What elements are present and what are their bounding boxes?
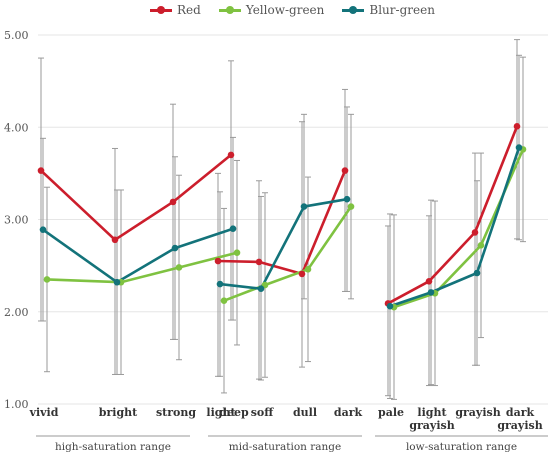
point-red-dark-grayish (513, 123, 521, 130)
x-tick-label: strong (156, 406, 196, 419)
legend-swatch-red (150, 5, 172, 15)
series-lines (40, 125, 525, 309)
series-line-yellow-green-low-saturation-range (393, 148, 525, 309)
point-red-bright (111, 236, 119, 244)
point-yellow-green-grayish (477, 242, 485, 249)
legend-label-red: Red (177, 3, 201, 17)
x-tick-label: vivid (29, 406, 59, 419)
series-line-red-low-saturation-range (387, 125, 519, 305)
point-blur-green-strong (171, 244, 179, 252)
point-blur-green-bright (113, 278, 121, 286)
point-blur-green-vivid (39, 226, 47, 233)
y-tick-label: 1.00 (4, 398, 29, 411)
series-line-red-mid-saturation-range (217, 170, 347, 276)
legend-label-yellow-green: Yellow-green (245, 3, 325, 17)
y-tick-label: 3.00 (4, 214, 29, 227)
series-line-yellow-green-mid-saturation-range (223, 205, 353, 302)
y-tick-label: 2.00 (4, 306, 29, 319)
x-tick-label: dark grayish (497, 406, 542, 432)
series-line-blur-green-high-saturation-range (42, 227, 234, 284)
legend-swatch-blur-green (342, 5, 365, 15)
point-yellow-green-light (220, 297, 228, 304)
group-label-high-saturation-range: high-saturation range (55, 441, 171, 453)
series-line-red-high-saturation-range (40, 153, 232, 242)
point-red-strong (169, 198, 177, 206)
point-red-deep (227, 151, 235, 159)
legend-item-red: Red (150, 3, 201, 17)
x-tick-label: dull (293, 406, 317, 419)
point-blur-green-pale (386, 302, 394, 310)
point-yellow-green-dark (347, 203, 355, 210)
group-label-mid-saturation-range: mid-saturation range (229, 441, 341, 453)
point-blur-green-light (216, 280, 224, 288)
point-blur-green-dark-grayish (515, 144, 523, 151)
x-tick-label: pale (378, 406, 404, 419)
point-blur-green-dark (343, 195, 351, 203)
legend-item-blur-green: Blur-green (342, 3, 435, 17)
x-tick-label: deep (219, 406, 249, 419)
series-line-yellow-green-high-saturation-range (46, 251, 238, 284)
point-yellow-green-deep (233, 249, 241, 257)
x-tick-label: grayish (455, 406, 500, 419)
category-groups: high-saturation range mid-saturation rang… (36, 435, 548, 453)
x-tick-label: soff (251, 406, 275, 419)
y-tick-label: 5.00 (4, 29, 29, 42)
y-tick-label: 4.00 (4, 121, 29, 134)
group-label-low-saturation-range: low-saturation range (406, 441, 517, 453)
data-points (37, 123, 527, 311)
point-yellow-green-dull (304, 266, 312, 273)
y-gridlines (38, 34, 548, 405)
point-red-dull (298, 270, 306, 278)
point-blur-green-deep (229, 225, 237, 233)
point-red-soff (255, 258, 263, 266)
series-line-blur-green-low-saturation-range (389, 147, 521, 308)
point-red-light-grayish (425, 278, 433, 285)
point-yellow-green-vivid (43, 276, 51, 283)
legend-item-yellow-green: Yellow-green (218, 3, 325, 17)
point-blur-green-soff (257, 285, 265, 292)
x-tick-label: dark (334, 406, 363, 419)
y-axis: 1.00 2.00 3.00 4.00 5.00 (4, 29, 29, 411)
point-red-dark (341, 167, 349, 174)
legend: Red Yellow-green Blur-green (150, 3, 435, 17)
series-line-blur-green-mid-saturation-range (219, 197, 348, 290)
legend-label-blur-green: Blur-green (369, 3, 435, 17)
point-blur-green-dull (300, 203, 308, 210)
point-yellow-green-strong (175, 264, 183, 271)
x-tick-label: bright (99, 406, 138, 419)
x-tick-label: light grayish (409, 406, 454, 432)
point-blur-green-grayish (473, 269, 481, 277)
point-blur-green-light-grayish (427, 289, 435, 296)
legend-swatch-yellow-green (218, 5, 241, 15)
x-tick-label: light (206, 406, 236, 419)
point-red-light (214, 257, 222, 265)
point-red-vivid (37, 167, 45, 174)
point-red-grayish (471, 229, 479, 236)
